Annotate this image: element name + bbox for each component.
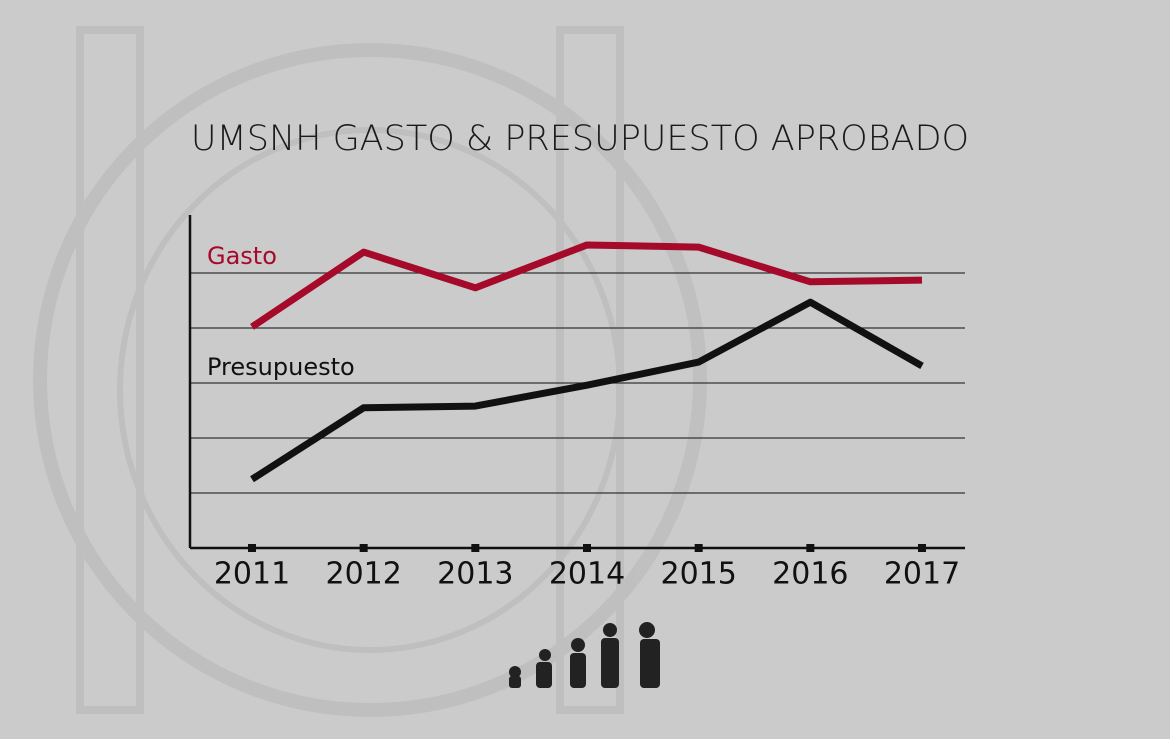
background-seal [33, 26, 707, 717]
x-tick-label: 2012 [325, 557, 401, 592]
series-label: Presupuesto [207, 353, 355, 381]
series-line [250, 241, 923, 330]
x-tick [471, 544, 480, 552]
x-tick-label: 2016 [772, 557, 848, 592]
logo [509, 622, 660, 688]
x-tick [694, 544, 703, 552]
x-tick [918, 544, 926, 552]
x-tick-label: 2013 [437, 557, 513, 592]
series-label: Gasto [207, 242, 277, 270]
x-tick [359, 544, 368, 552]
x-tick-label: 2014 [549, 557, 625, 592]
x-tick-label: 2017 [884, 557, 960, 592]
x-tick-label: 2015 [660, 557, 736, 592]
chart-title: UMSNH GASTO & PRESUPUESTO APROBADO [191, 119, 969, 159]
x-tick [248, 544, 256, 552]
x-tick [583, 544, 591, 552]
x-tick-label: 2011 [214, 557, 290, 592]
x-tick [806, 544, 815, 552]
series-line [250, 298, 924, 483]
plot: 2011 2012 2013 2014 2015 2016 2017 Gasto Presupu… [188, 215, 965, 592]
